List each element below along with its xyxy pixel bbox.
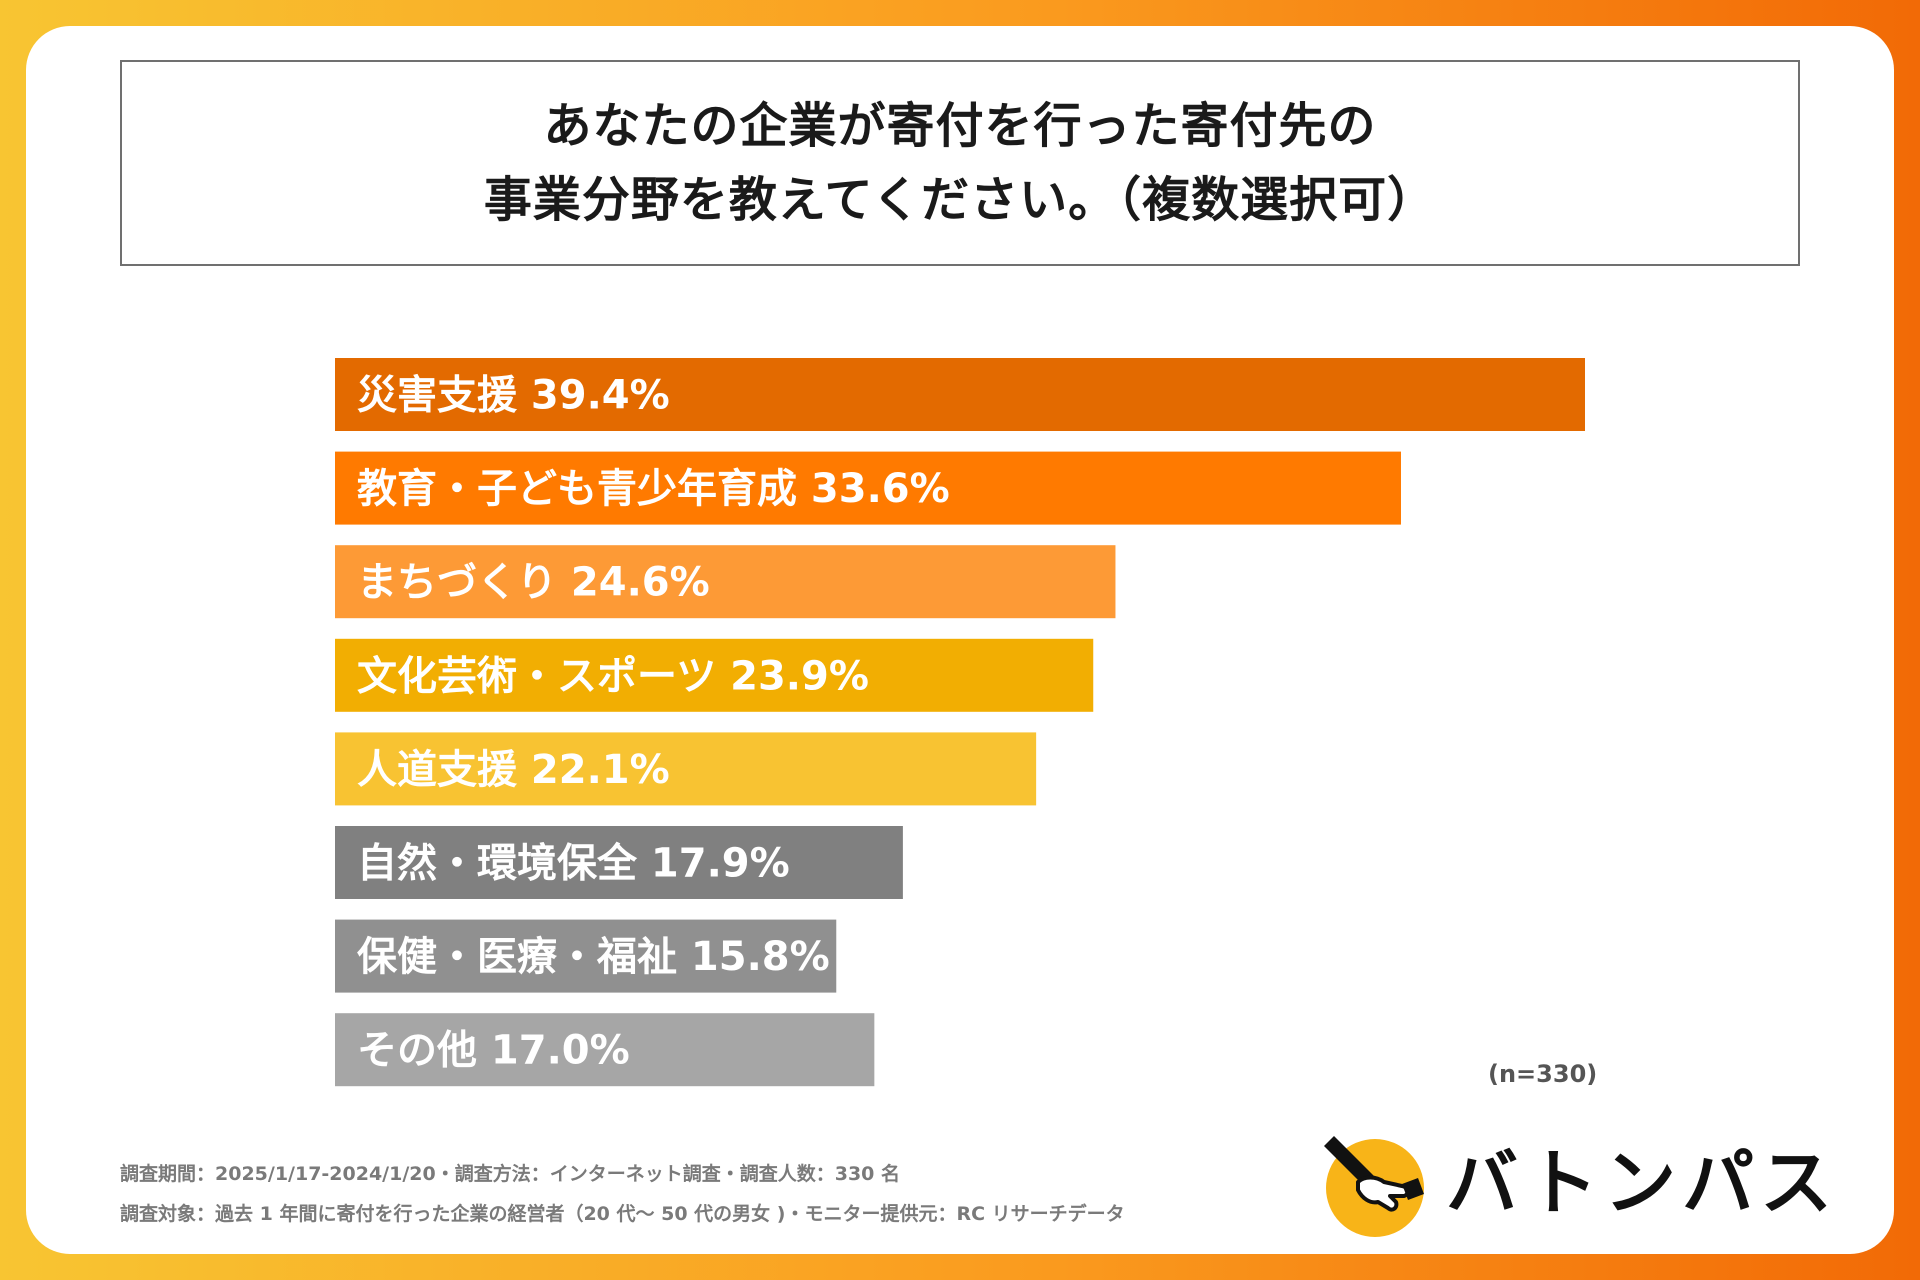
bar-label-6: 自然・環境保全 17.9% (357, 841, 790, 887)
brand-logo-text: バトンパス (1446, 1141, 1839, 1225)
bar-label-7: 保健・医療・福祉 15.8% (357, 934, 830, 980)
bar-label-1: 災害支援 39.4% (357, 373, 670, 419)
bar-label-3: まちづくり 24.6% (357, 560, 710, 606)
bar-3 (335, 545, 1116, 619)
bar-label-2: 教育・子ども青少年育成 33.6% (357, 466, 950, 512)
chart-title-line-1: あなたの企業が寄付を行った寄付先の (543, 98, 1377, 154)
baton-hand-icon (1324, 1136, 1424, 1237)
bar-label-8: その他 17.0% (357, 1028, 630, 1074)
bar-7 (335, 919, 837, 993)
survey-target-footnote: 調査対象：過去 1 年間に寄付を行った企業の経営者（20 代～ 50 代の男女 … (120, 1203, 1125, 1225)
sample-size-note: (n=330) (1488, 1060, 1598, 1088)
survey-period-footnote: 調査期間：2025/1/17-2024/1/20・調査方法：インターネット調査・… (120, 1163, 901, 1185)
bar-label-5: 人道支援 22.1% (357, 747, 670, 793)
title-box: あなたの企業が寄付を行った寄付先の 事業分野を教えてください。（複数選択可） (120, 60, 1800, 266)
chart-title-line-2: 事業分野を教えてください。（複数選択可） (483, 172, 1437, 228)
bar-2 (335, 451, 1401, 525)
bar-5 (335, 732, 1037, 806)
brand-logo: バトンパス (1318, 1132, 1832, 1238)
bar-1 (335, 358, 1585, 431)
bar-label-4: 文化芸術・スポーツ 23.9% (357, 653, 869, 699)
bar-8 (335, 1013, 875, 1087)
bar-4 (335, 638, 1094, 712)
bar-6 (335, 826, 903, 899)
